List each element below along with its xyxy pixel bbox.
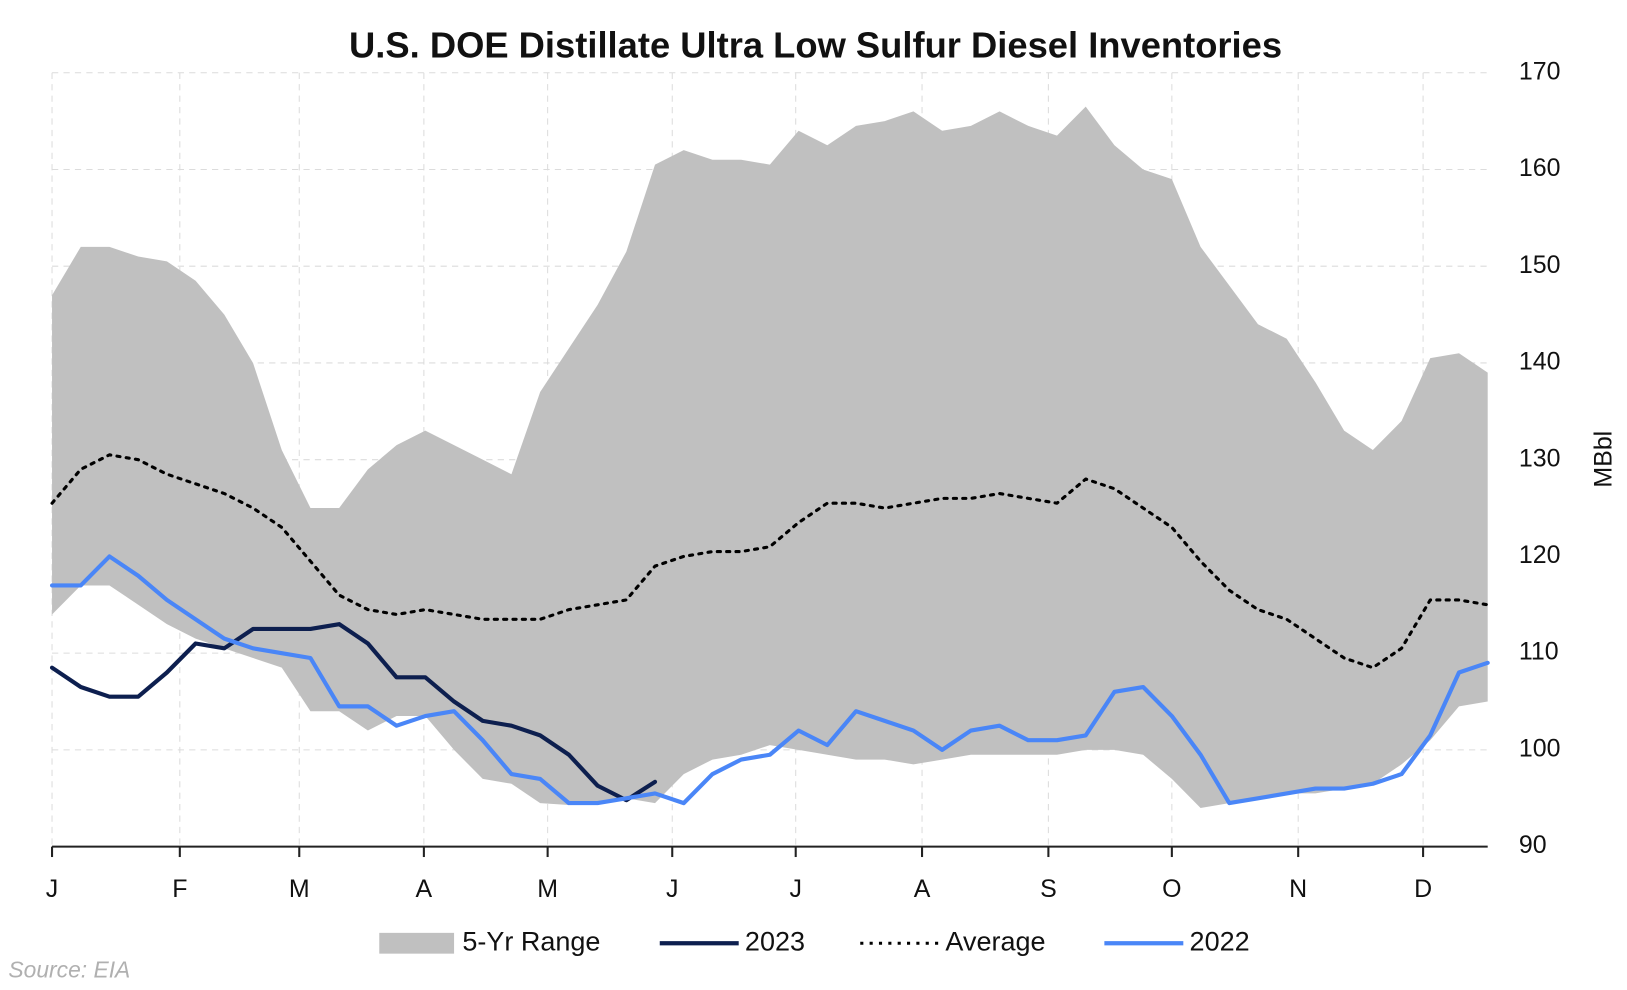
y-tick-label: 170 bbox=[1519, 57, 1561, 85]
x-tick-label: J bbox=[46, 875, 58, 903]
series-line bbox=[49, 554, 1490, 806]
x-tick-label: D bbox=[1414, 875, 1432, 903]
y-tick-label: 160 bbox=[1519, 154, 1561, 182]
x-tick-label: O bbox=[1162, 875, 1181, 903]
y-tick-label: 120 bbox=[1519, 541, 1561, 569]
legend-label: Average bbox=[945, 926, 1045, 956]
legend-label: 2022 bbox=[1190, 926, 1250, 956]
y-tick-label: 90 bbox=[1519, 831, 1547, 859]
chart-title: U.S. DOE Distillate Ultra Low Sulfur Die… bbox=[349, 24, 1282, 65]
legend-label: 2023 bbox=[745, 926, 805, 956]
x-tick-label: A bbox=[914, 875, 931, 903]
y-tick-label: 140 bbox=[1519, 348, 1561, 376]
x-tick-label: N bbox=[1289, 875, 1307, 903]
x-tick-label: F bbox=[172, 875, 187, 903]
legend-swatch bbox=[379, 932, 455, 954]
x-tick-label: M bbox=[537, 875, 558, 903]
x-tick-label: S bbox=[1040, 875, 1057, 903]
legend-label: 5-Yr Range bbox=[462, 926, 600, 956]
series-line bbox=[50, 453, 1490, 670]
range-area bbox=[52, 106, 1488, 808]
y-tick-label: 100 bbox=[1519, 734, 1561, 762]
x-tick-label: J bbox=[789, 875, 801, 903]
source-note: Source: EIA bbox=[8, 956, 130, 982]
x-tick-label: M bbox=[289, 875, 310, 903]
y-axis-label: MBbl bbox=[1590, 431, 1618, 488]
y-tick-label: 150 bbox=[1519, 251, 1561, 279]
y-tick-label: 130 bbox=[1519, 444, 1561, 472]
x-tick-label: A bbox=[416, 875, 433, 903]
x-tick-label: J bbox=[666, 875, 678, 903]
series-line bbox=[49, 622, 658, 803]
y-tick-label: 110 bbox=[1519, 638, 1559, 666]
